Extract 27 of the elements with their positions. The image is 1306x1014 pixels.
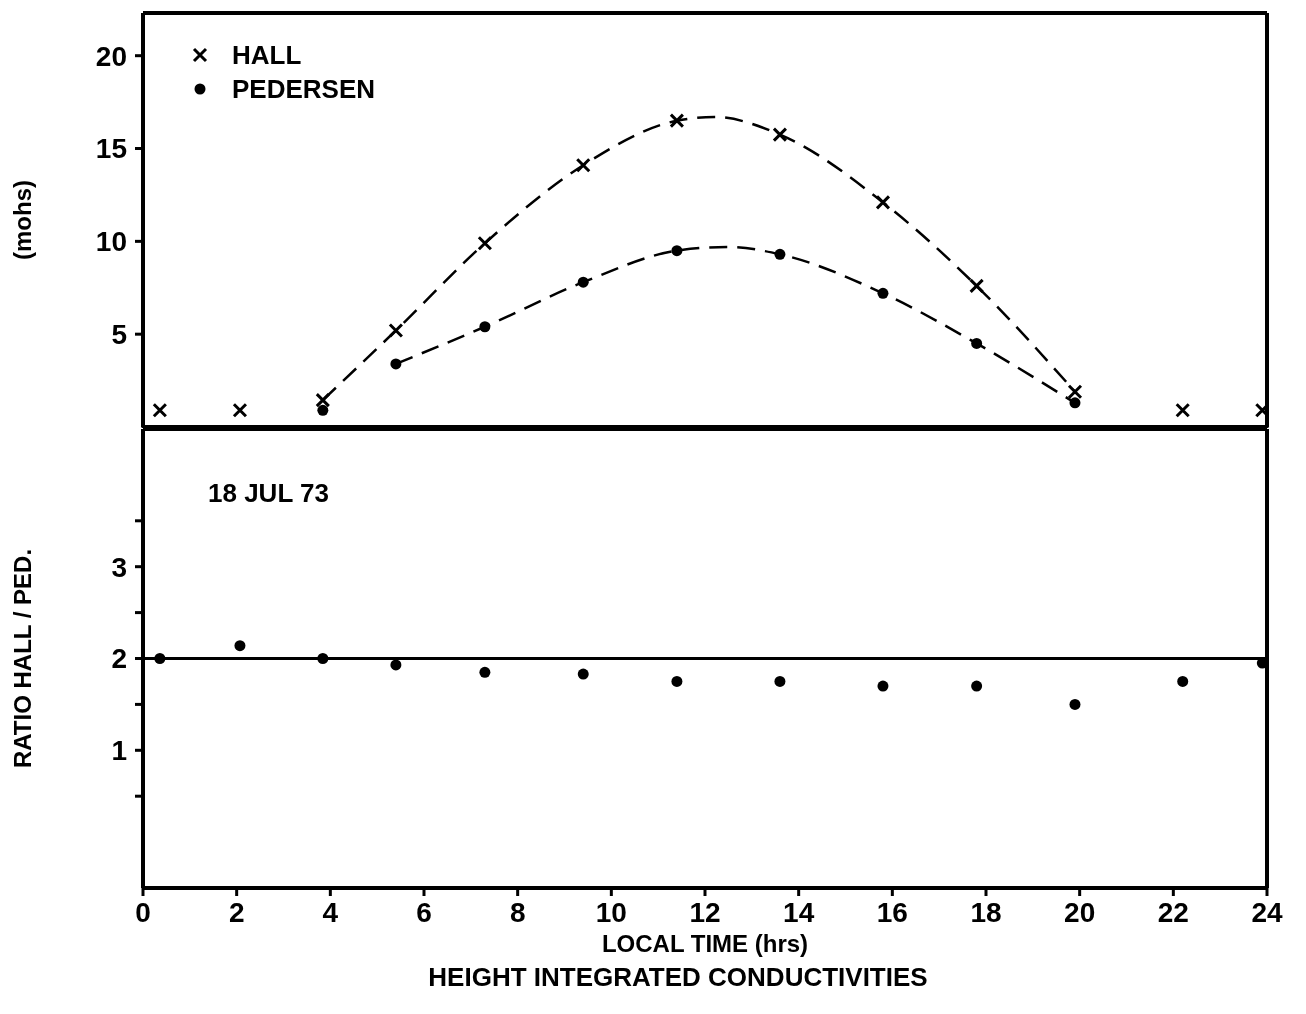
x-tick-label: 2: [228, 896, 245, 928]
legend-label: PEDERSEN: [232, 73, 376, 105]
x-tick-label: 0: [135, 896, 151, 928]
x-tick-label: 6: [416, 896, 432, 928]
x-tick-label: 24: [1251, 896, 1283, 928]
annotation: 18 JUL 73: [208, 478, 329, 509]
x-axis-title: LOCAL TIME (hrs): [601, 930, 809, 957]
x-tick-label: 22: [1157, 896, 1189, 928]
x-tick-label: 16: [876, 896, 908, 928]
text: HEIGHT INTEGRATED CONDUCTIVITIES: [427, 962, 929, 993]
y-tick-label: 10: [95, 226, 127, 258]
y-tick-label: 3: [111, 551, 127, 583]
legend-label: HALL: [232, 39, 302, 71]
y-tick-label: 1: [111, 735, 127, 767]
y-tick-label: 20: [95, 40, 127, 72]
x-tick-label: 4: [322, 896, 339, 928]
x-tick-label: 10: [595, 896, 627, 928]
y-tick-label: 5: [111, 319, 127, 351]
x-tick-label: 8: [509, 896, 526, 928]
x-tick-label: 18: [970, 896, 1002, 928]
y-axis-title: RATIO HALL / PED.: [8, 548, 36, 769]
y-tick-label: 2: [111, 643, 127, 675]
y-tick-label: 15: [95, 133, 127, 165]
y-axis-title: (mohs): [8, 180, 36, 260]
x-tick-label: 14: [783, 896, 815, 928]
x-tick-label: 12: [689, 896, 721, 928]
x-tick-label: 20: [1064, 896, 1096, 928]
